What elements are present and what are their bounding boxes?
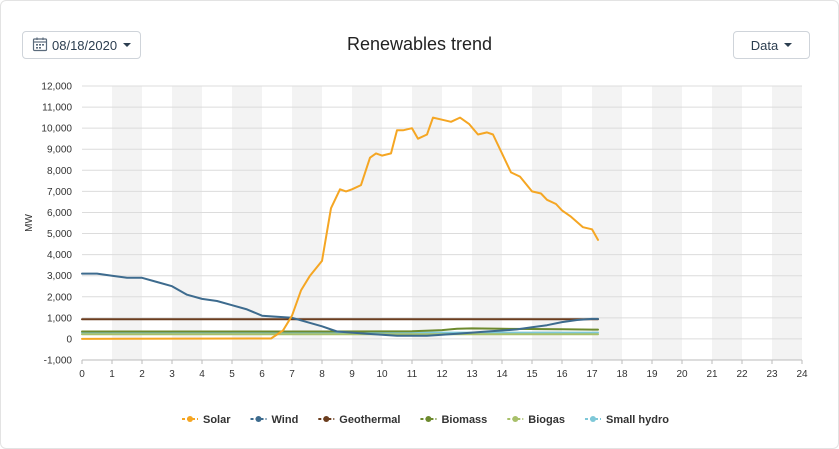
legend-label: Biomass (441, 414, 487, 426)
y-tick-label: 1,000 (47, 313, 72, 324)
x-tick-label: 10 (376, 369, 388, 380)
legend-swatch-dot (512, 416, 519, 422)
y-tick-label: 8,000 (47, 166, 72, 177)
x-tick-label: 0 (79, 369, 85, 380)
calendar-icon (32, 36, 48, 55)
y-tick-label: 11,000 (42, 103, 72, 114)
caret-down-icon (123, 43, 132, 47)
x-tick-label: 13 (466, 369, 478, 380)
legend-swatch-dot (255, 416, 262, 422)
x-tick-label: 3 (169, 369, 175, 380)
data-dropdown-button[interactable]: Data (733, 31, 810, 59)
legend-label: Small hydro (606, 414, 669, 426)
y-tick-label: 7,000 (47, 187, 72, 198)
legend-swatch-dot (425, 416, 432, 422)
plot-band (172, 86, 202, 360)
legend-item-biogas[interactable]: Biogas (507, 414, 565, 426)
x-tick-label: 5 (229, 369, 235, 380)
y-tick-label: 6,000 (47, 208, 72, 219)
legend-swatch-dot (187, 416, 193, 422)
legend-item-geothermal[interactable]: Geothermal (318, 414, 400, 426)
legend-label: Wind (272, 414, 299, 426)
y-tick-label: 4,000 (47, 250, 72, 261)
x-tick-label: 22 (736, 369, 748, 380)
y-tick-label: 5,000 (47, 229, 72, 240)
y-tick-label: 0 (66, 334, 72, 345)
date-picker-button[interactable]: 08/18/2020 (22, 31, 141, 59)
x-tick-label: 16 (556, 369, 568, 380)
y-tick-label: 2,000 (47, 292, 72, 303)
x-tick-label: 14 (496, 369, 508, 380)
y-tick-label: 10,000 (41, 124, 72, 135)
legend-label: Geothermal (339, 414, 400, 426)
plot-band (712, 86, 742, 360)
plot-band (652, 86, 682, 360)
plot-band (352, 86, 382, 360)
x-tick-label: 18 (616, 369, 628, 380)
x-tick-label: 8 (319, 369, 325, 380)
legend-swatch-dot (589, 416, 596, 422)
legend-item-biomass[interactable]: Biomass (420, 414, 487, 426)
x-tick-label: 11 (407, 369, 418, 380)
x-tick-label: 6 (259, 369, 265, 380)
x-tick-label: 15 (526, 369, 538, 380)
y-tick-label: 3,000 (47, 271, 72, 282)
legend-item-solar[interactable]: Solar (182, 414, 231, 426)
legend-label: Solar (203, 414, 231, 426)
x-tick-label: 20 (676, 369, 688, 380)
x-tick-label: 23 (766, 369, 778, 380)
x-tick-label: 2 (139, 369, 145, 380)
legend-label: Biogas (528, 414, 565, 426)
legend-item-small-hydro[interactable]: Small hydro (584, 414, 669, 426)
plot-band (532, 86, 562, 360)
y-tick-label: 9,000 (47, 145, 72, 156)
x-tick-label: 19 (646, 369, 658, 380)
series-line-biomass (81, 327, 599, 333)
data-dropdown-label: Data (750, 37, 779, 53)
legend-item-wind[interactable]: Wind (250, 414, 299, 426)
series-line-wind (81, 272, 599, 337)
y-axis-label: MW (24, 214, 35, 232)
plot-band (112, 86, 142, 360)
x-tick-label: 24 (796, 369, 808, 380)
x-tick-label: 1 (109, 369, 115, 380)
legend-swatch-dot (323, 416, 330, 422)
x-tick-label: 21 (706, 369, 718, 380)
caret-down-icon (784, 43, 793, 47)
y-tick-label: -1,000 (44, 356, 73, 367)
series-line-solar (81, 116, 599, 340)
plot-band (292, 86, 322, 360)
date-label: 08/18/2020 (52, 37, 118, 53)
chart-title: Renewables trend (346, 34, 493, 54)
x-tick-label: 9 (349, 369, 355, 380)
x-tick-label: 12 (436, 369, 448, 380)
plot-band (772, 86, 802, 360)
x-tick-label: 17 (586, 369, 598, 380)
plot-band (592, 86, 622, 360)
x-tick-label: 4 (199, 369, 205, 380)
y-tick-label: 12,000 (41, 82, 72, 93)
x-tick-label: 7 (289, 369, 295, 380)
